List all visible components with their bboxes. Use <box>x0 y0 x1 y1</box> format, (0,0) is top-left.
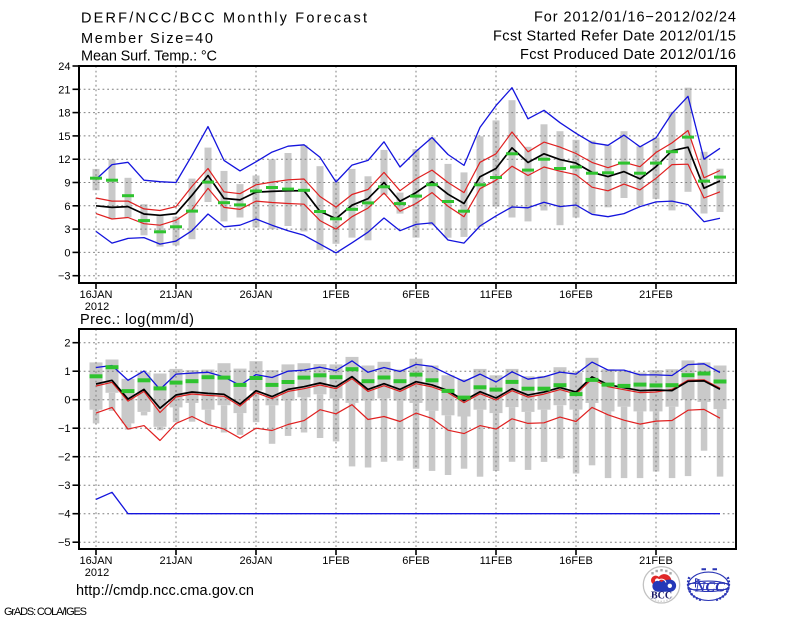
svg-text:Fcst Started Refer Date 2012/0: Fcst Started Refer Date 2012/01/15 <box>493 29 736 45</box>
svg-text:2012: 2012 <box>85 301 109 313</box>
svg-text:21FEB: 21FEB <box>639 555 673 567</box>
svg-text:6FEB: 6FEB <box>402 289 430 301</box>
svg-text:DERF/NCC/BCC Monthly Forecast: DERF/NCC/BCC Monthly Forecast <box>81 11 367 27</box>
svg-text:21FEB: 21FEB <box>639 289 673 301</box>
svg-text:1FEB: 1FEB <box>322 555 350 567</box>
svg-text:24: 24 <box>58 61 70 73</box>
svg-text:11FEB: 11FEB <box>480 289 513 301</box>
svg-text:21JAN: 21JAN <box>159 289 192 301</box>
svg-text:1FEB: 1FEB <box>322 289 350 301</box>
svg-text:26JAN: 26JAN <box>239 555 272 567</box>
svg-text:BCC: BCC <box>651 591 672 602</box>
svg-text:−1: −1 <box>58 423 71 435</box>
svg-text:16JAN: 16JAN <box>79 289 112 301</box>
svg-text:−3: −3 <box>58 480 71 492</box>
svg-text:−5: −5 <box>58 537 71 549</box>
svg-text:1: 1 <box>64 366 70 378</box>
svg-text:16FEB: 16FEB <box>559 289 593 301</box>
svg-text:18: 18 <box>58 108 70 120</box>
svg-text:12: 12 <box>58 154 70 166</box>
svg-text:26JAN: 26JAN <box>239 289 272 301</box>
svg-text:2012: 2012 <box>85 567 109 579</box>
svg-text:16FEB: 16FEB <box>559 555 593 567</box>
svg-text:−4: −4 <box>58 509 71 521</box>
svg-text:Prec.: log(mm/d): Prec.: log(mm/d) <box>80 312 194 328</box>
svg-text:2: 2 <box>64 338 70 350</box>
svg-text:6: 6 <box>64 201 70 213</box>
svg-text:21: 21 <box>58 84 70 96</box>
svg-text:16JAN: 16JAN <box>79 555 112 567</box>
svg-text:15: 15 <box>58 131 70 143</box>
svg-text:6FEB: 6FEB <box>402 555 430 567</box>
svg-text:For 2012/01/16−2012/02/24: For 2012/01/16−2012/02/24 <box>534 10 736 26</box>
svg-text:9: 9 <box>64 178 70 190</box>
svg-text:−2: −2 <box>58 452 71 464</box>
svg-text:−3: −3 <box>58 271 71 283</box>
svg-text:http://cmdp.ncc.cma.gov.cn: http://cmdp.ncc.cma.gov.cn <box>76 583 254 599</box>
svg-text:0: 0 <box>64 395 70 407</box>
svg-text:21JAN: 21JAN <box>159 555 192 567</box>
svg-text:0: 0 <box>64 247 70 259</box>
svg-text:11FEB: 11FEB <box>480 555 513 567</box>
svg-text:3: 3 <box>64 224 70 236</box>
svg-text:Mean Surf. Temp.: °C: Mean Surf. Temp.: °C <box>81 49 217 65</box>
svg-text:Member Size=40: Member Size=40 <box>81 31 213 47</box>
svg-text:GrADS: COLA/IGES: GrADS: COLA/IGES <box>4 606 87 618</box>
svg-text:Fcst Produced Date 2012/01/16: Fcst Produced Date 2012/01/16 <box>520 47 736 63</box>
svg-text:NCC: NCC <box>694 580 725 596</box>
